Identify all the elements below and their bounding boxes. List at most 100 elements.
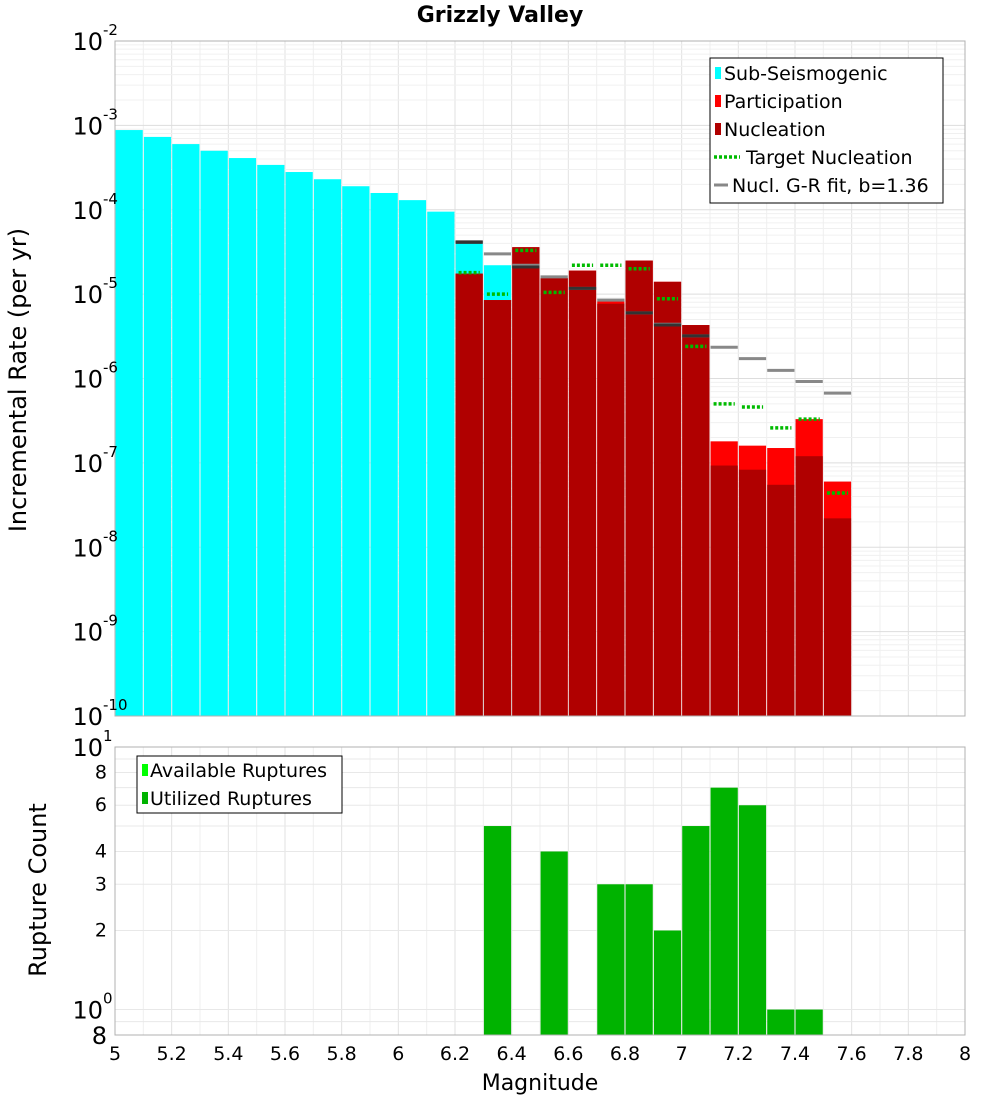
x-tick-label: 5 xyxy=(109,1043,121,1065)
legend-label: Target Nucleation xyxy=(745,147,913,169)
top-y-tick-label: 10 xyxy=(72,112,103,140)
nucleation-bar xyxy=(540,278,568,716)
sub-seismogenic-bar xyxy=(115,130,143,717)
nucleation-bar xyxy=(795,456,823,716)
legend-label: Participation xyxy=(724,91,843,113)
sub-seismogenic-bar xyxy=(313,179,342,716)
legend-label: Utilized Ruptures xyxy=(150,788,312,810)
nucleation-bar xyxy=(823,518,852,716)
utilized-ruptures-bar xyxy=(795,1009,823,1035)
top-y-tick-label: 10 xyxy=(72,534,103,562)
top-y-tick-exponent: -8 xyxy=(103,527,118,545)
x-axis-label: Magnitude xyxy=(482,1071,599,1096)
top-y-tick-label: 10 xyxy=(72,197,103,225)
legend-swatch xyxy=(715,123,721,135)
sub-seismogenic-bar xyxy=(143,136,172,717)
nucleation-bar xyxy=(625,260,653,716)
x-tick-label: 6.6 xyxy=(553,1043,583,1065)
x-tick-label: 5.2 xyxy=(157,1043,187,1065)
bottom-y-tick-exponent: 1 xyxy=(103,727,113,745)
legend-label: Sub-Seismogenic xyxy=(724,63,888,85)
sub-seismogenic-bar xyxy=(427,211,455,716)
x-tick-label: 7.8 xyxy=(893,1043,923,1065)
utilized-ruptures-bar xyxy=(483,826,512,1035)
x-tick-label: 8 xyxy=(959,1043,971,1065)
sub-seismogenic-bar xyxy=(257,164,285,716)
legend-swatch xyxy=(715,67,721,79)
top-y-tick-exponent: -9 xyxy=(103,612,118,630)
top-y-tick-exponent: -2 xyxy=(103,21,118,39)
bottom-y-tick-label: 4 xyxy=(95,840,107,862)
bottom-y-tick-label: 2 xyxy=(95,920,107,942)
x-tick-label: 5.4 xyxy=(213,1043,243,1065)
utilized-ruptures-bar xyxy=(653,930,682,1035)
bottom-y-tick-label: 3 xyxy=(95,873,107,895)
utilized-ruptures-bar xyxy=(682,826,710,1035)
x-tick-label: 6.2 xyxy=(440,1043,470,1065)
top-y-tick-label: 10 xyxy=(72,450,103,478)
bottom-legend-box xyxy=(136,755,343,814)
sub-seismogenic-bar xyxy=(398,200,427,716)
top-y-axis-label: Incremental Rate (per yr) xyxy=(4,228,32,532)
nucleation-bar xyxy=(597,303,625,716)
bottom-y-axis-label: Rupture Count xyxy=(24,803,52,977)
legend-swatch xyxy=(142,792,148,804)
nucleation-bar xyxy=(682,325,710,716)
sub-seismogenic-bar xyxy=(285,172,313,716)
utilized-ruptures-bar xyxy=(738,805,767,1035)
bottom-y-tick-label: 10 xyxy=(72,734,103,762)
legend-label: Available Ruptures xyxy=(150,760,327,782)
top-y-tick-label: 10 xyxy=(72,619,103,647)
bottom-y-tick-label: 8 xyxy=(92,1022,107,1050)
x-tick-label: 7.2 xyxy=(723,1043,753,1065)
sub-seismogenic-bar xyxy=(342,186,370,716)
legend-label: Nucleation xyxy=(724,119,826,141)
sub-seismogenic-bar xyxy=(200,150,228,716)
nucleation-bar xyxy=(512,247,540,716)
nucleation-bar xyxy=(710,465,738,716)
bottom-y-tick-exponent: 0 xyxy=(103,990,113,1008)
x-tick-label: 7 xyxy=(676,1043,688,1065)
nucleation-bar xyxy=(653,281,682,716)
legend-label: Nucl. G-R fit, b=1.36 xyxy=(732,175,929,197)
top-y-tick-exponent: -3 xyxy=(103,105,118,123)
x-tick-label: 5.6 xyxy=(270,1043,300,1065)
sub-seismogenic-bar xyxy=(228,158,257,716)
utilized-ruptures-bar xyxy=(597,884,625,1035)
top-y-tick-exponent: -7 xyxy=(103,443,118,461)
utilized-ruptures-bar xyxy=(625,884,653,1035)
utilized-ruptures-bar xyxy=(540,851,568,1035)
utilized-ruptures-bar xyxy=(767,1009,795,1035)
top-y-tick-exponent: -6 xyxy=(103,359,118,377)
nucleation-bar xyxy=(483,300,512,716)
bottom-y-tick-label: 10 xyxy=(72,997,103,1025)
chart-title: Grizzly Valley xyxy=(417,3,584,28)
x-tick-label: 5.8 xyxy=(327,1043,357,1065)
x-tick-label: 6.8 xyxy=(610,1043,640,1065)
top-y-tick-exponent: -10 xyxy=(103,696,128,714)
sub-seismogenic-bar xyxy=(370,192,398,717)
bottom-y-tick-label: 6 xyxy=(95,794,107,816)
sub-seismogenic-bar xyxy=(172,144,200,716)
x-tick-label: 6.4 xyxy=(497,1043,527,1065)
nucleation-bar xyxy=(455,273,483,716)
x-tick-label: 7.4 xyxy=(780,1043,810,1065)
utilized-ruptures-bar xyxy=(710,787,738,1035)
top-y-tick-label: 10 xyxy=(72,281,103,309)
legend-swatch xyxy=(142,764,148,776)
x-tick-label: 6 xyxy=(392,1043,404,1065)
bottom-y-tick-label: 8 xyxy=(95,761,107,783)
nucleation-bar xyxy=(568,270,597,716)
nucleation-bar xyxy=(738,469,767,716)
bottom-plot-frame xyxy=(114,746,966,1036)
top-legend-box xyxy=(709,57,944,204)
x-tick-label: 7.6 xyxy=(837,1043,867,1065)
nucleation-bar xyxy=(767,484,795,716)
top-y-tick-label: 10 xyxy=(72,366,103,394)
top-y-tick-label: 10 xyxy=(72,703,103,731)
legend-swatch xyxy=(715,95,721,107)
top-y-tick-exponent: -4 xyxy=(103,190,118,208)
